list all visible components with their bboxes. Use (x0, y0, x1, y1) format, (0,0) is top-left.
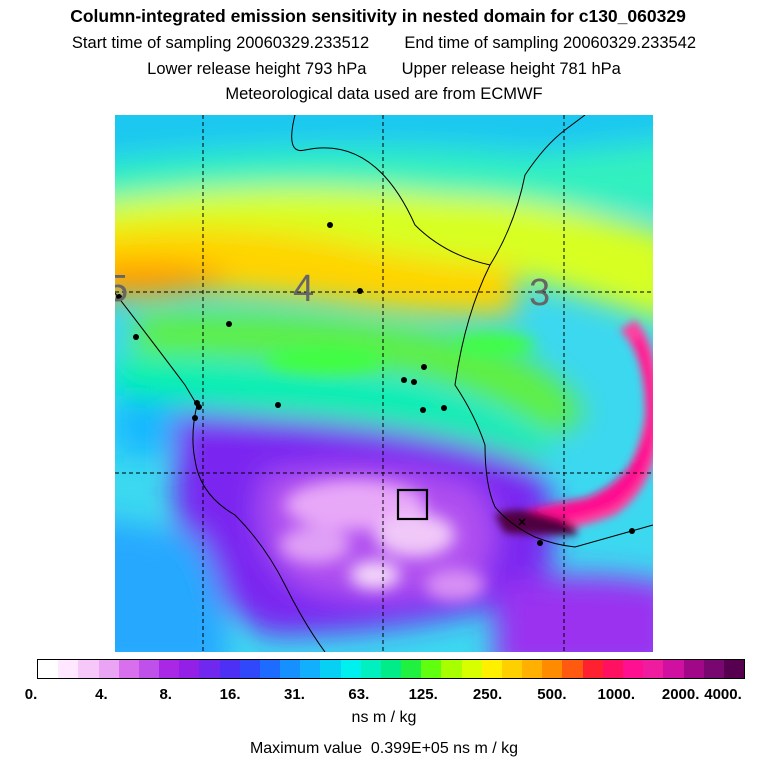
lower-height-label: Lower release height (147, 60, 301, 78)
colorbar-tick-label: 125. (408, 686, 438, 703)
colorbar-segment-3 (98, 660, 119, 678)
colorbar-tick-label: 4000. (704, 686, 742, 703)
colorbar-segment-15 (340, 660, 361, 678)
release-heights: Lower release height 793 hPa Upper relea… (0, 60, 768, 79)
colorbar-segment-4 (118, 660, 139, 678)
end-time-value: 20060329.233542 (563, 34, 697, 52)
colorbar-segment-12 (280, 660, 301, 678)
colorbar-tick-label: 4. (95, 686, 108, 703)
sensitivity-map: 5 4 3 (115, 115, 653, 652)
colorbar-tick-label: 0. (24, 686, 38, 703)
colorbar-segment-17 (380, 660, 402, 678)
colorbar-segment-0 (38, 660, 59, 678)
day-label-5: 5 (115, 268, 128, 310)
lower-height-value: 793 hPa (304, 60, 367, 78)
day-label-4: 4 (293, 268, 314, 310)
colorbar (37, 659, 745, 679)
plot-title: Column-integrated emission sensitivity i… (70, 6, 686, 26)
colorbar-segment-24 (522, 660, 543, 678)
colorbar-segment-31 (663, 660, 684, 678)
colorbar-segment-11 (259, 660, 281, 678)
colorbar-segment-32 (683, 660, 704, 678)
maximum-value-label: Maximum value (249, 740, 362, 757)
colorbar-segment-34 (723, 660, 745, 678)
colorbar-tick-label: 63. (348, 686, 370, 703)
maximum-value-number: 0.399E+05 ns m / kg (370, 740, 519, 757)
start-time-label: Start time of sampling (71, 34, 232, 52)
colorbar-segment-27 (582, 660, 603, 678)
colorbar-tick-label: 16. (219, 686, 241, 703)
upper-height-value: 781 hPa (559, 60, 621, 78)
colorbar-segment-26 (562, 660, 583, 678)
colorbar-segment-22 (481, 660, 502, 678)
colorbar-segment-7 (179, 660, 200, 678)
colorbar-segment-10 (239, 660, 260, 678)
colorbar-tick-label: 250. (472, 686, 503, 703)
colorbar-segment-28 (602, 660, 623, 678)
end-time-label: End time of sampling (404, 34, 559, 52)
colorbar-segment-9 (219, 660, 240, 678)
colorbar-segment-18 (401, 660, 422, 678)
colorbar-segment-30 (643, 660, 664, 678)
colorbar-segment-19 (421, 660, 442, 678)
colorbar-segment-25 (542, 660, 563, 678)
colorbar-tick-label: 31. (284, 686, 305, 703)
colorbar-segment-20 (441, 660, 462, 678)
met-data-note: Meteorological data used are from ECMWF (225, 85, 543, 103)
colorbar-segment-6 (159, 660, 180, 678)
colorbar-segment-33 (703, 660, 724, 678)
colorbar-segment-2 (78, 660, 99, 678)
colorbar-segment-29 (622, 660, 644, 678)
maximum-value: Maximum value 0.399E+05 ns m / kg (0, 740, 768, 758)
colorbar-segment-1 (58, 660, 79, 678)
colorbar-segment-23 (501, 660, 523, 678)
upper-height-label: Upper release height (401, 60, 555, 78)
colorbar-tick-label: 8. (159, 686, 172, 703)
colorbar-segment-16 (360, 660, 381, 678)
colorbar-tick-label: 1000. (597, 686, 636, 703)
colorbar-segment-8 (199, 660, 220, 678)
day-label-3: 3 (529, 272, 550, 314)
colorbar-segment-14 (320, 660, 341, 678)
colorbar-tick-label: 2000. (661, 686, 700, 703)
colorbar-segment-21 (461, 660, 482, 678)
colorbar-segment-5 (138, 660, 160, 678)
colorbar-units: ns m / kg (351, 709, 417, 726)
colorbar-tick-label: 500. (537, 686, 567, 703)
colorbar-segment-13 (300, 660, 321, 678)
sampling-times: Start time of sampling 20060329.233512 E… (0, 34, 768, 53)
start-time-value: 20060329.233512 (236, 34, 370, 52)
